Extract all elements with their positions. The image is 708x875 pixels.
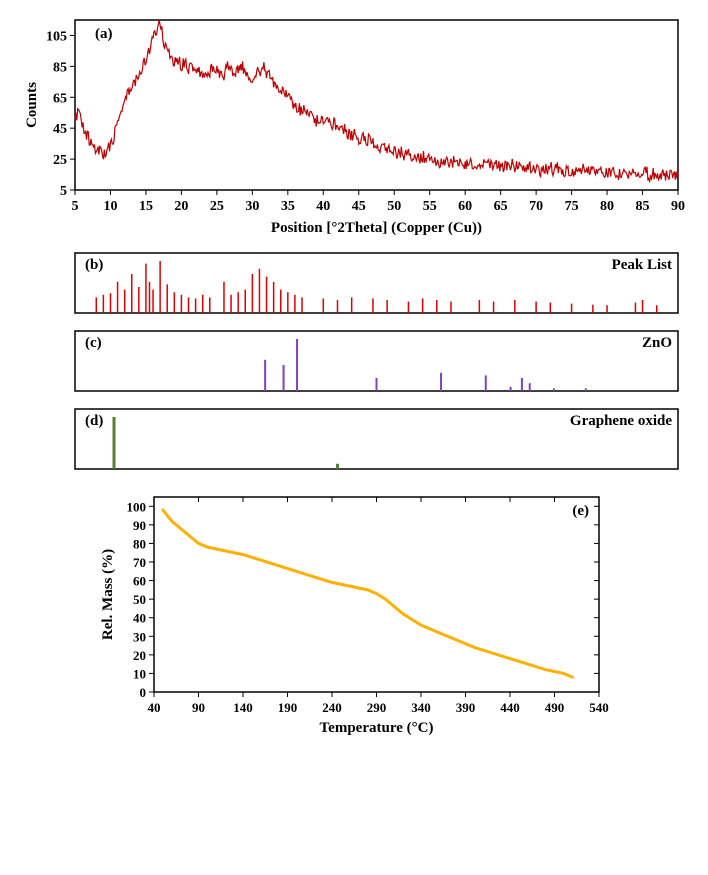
svg-text:15: 15 <box>139 199 153 214</box>
svg-text:90: 90 <box>192 700 205 715</box>
svg-text:30: 30 <box>245 199 259 214</box>
svg-text:(e): (e) <box>572 503 589 519</box>
svg-text:10: 10 <box>133 666 146 681</box>
svg-text:55: 55 <box>423 199 437 214</box>
tga-curve-chart: 40 90 140 190 240 290 340 390 440 490 540 0 10 20 30 40… <box>94 482 614 742</box>
svg-text:Counts: Counts <box>24 82 40 128</box>
svg-text:(c): (c) <box>85 335 102 351</box>
svg-text:(a): (a) <box>95 26 113 42</box>
svg-text:70: 70 <box>133 555 146 570</box>
svg-text:340: 340 <box>411 700 431 715</box>
svg-text:90: 90 <box>133 518 146 533</box>
svg-text:Rel. Mass (%): Rel. Mass (%) <box>100 549 116 640</box>
zno-reference-chart: (c) ZnO <box>20 326 688 396</box>
svg-text:85: 85 <box>636 199 650 214</box>
svg-text:65: 65 <box>494 199 508 214</box>
svg-text:85: 85 <box>53 60 67 75</box>
svg-text:Position [°2Theta] (Copper (Cu: Position [°2Theta] (Copper (Cu)) <box>271 220 482 236</box>
svg-text:190: 190 <box>278 700 298 715</box>
svg-text:5: 5 <box>72 199 79 214</box>
panel-d: (d) Graphene oxide <box>20 404 688 474</box>
svg-text:490: 490 <box>545 700 565 715</box>
graphene-oxide-reference-chart: (d) Graphene oxide <box>20 404 688 474</box>
xrd-spectrum-chart: 5 10 15 20 25 30 35 40 45 50 55 60 65 70 75 80 85 90 5 25 45… <box>20 10 688 240</box>
svg-text:60: 60 <box>458 199 472 214</box>
svg-text:100: 100 <box>127 499 147 514</box>
svg-text:80: 80 <box>133 536 146 551</box>
svg-text:90: 90 <box>671 199 685 214</box>
svg-text:30: 30 <box>133 629 146 644</box>
svg-text:140: 140 <box>233 700 253 715</box>
svg-text:Graphene oxide: Graphene oxide <box>570 413 672 429</box>
svg-text:50: 50 <box>133 592 146 607</box>
svg-text:(b): (b) <box>85 257 103 273</box>
svg-text:540: 540 <box>589 700 609 715</box>
svg-text:40: 40 <box>133 611 146 626</box>
svg-text:20: 20 <box>133 648 146 663</box>
peak-list-chart: (b) Peak List <box>20 248 688 318</box>
svg-text:0: 0 <box>140 685 147 700</box>
svg-text:10: 10 <box>103 199 117 214</box>
panel-e: 40 90 140 190 240 290 340 390 440 490 540 0 10 20 30 40… <box>20 482 688 742</box>
svg-text:20: 20 <box>174 199 188 214</box>
svg-text:Peak List: Peak List <box>612 257 672 273</box>
svg-text:75: 75 <box>565 199 579 214</box>
svg-text:60: 60 <box>133 574 146 589</box>
svg-text:5: 5 <box>60 184 67 199</box>
svg-text:40: 40 <box>316 199 330 214</box>
svg-text:40: 40 <box>148 700 161 715</box>
svg-text:290: 290 <box>367 700 387 715</box>
svg-text:25: 25 <box>210 199 224 214</box>
panel-b: (b) Peak List <box>20 248 688 318</box>
svg-text:(d): (d) <box>85 413 103 429</box>
svg-text:50: 50 <box>387 199 401 214</box>
svg-text:65: 65 <box>53 91 67 106</box>
panel-a: 5 10 15 20 25 30 35 40 45 50 55 60 65 70 75 80 85 90 5 25 45… <box>20 10 688 240</box>
figure-container: 5 10 15 20 25 30 35 40 45 50 55 60 65 70 75 80 85 90 5 25 45… <box>0 0 708 760</box>
svg-text:240: 240 <box>322 700 342 715</box>
svg-text:ZnO: ZnO <box>642 335 672 351</box>
svg-text:45: 45 <box>53 122 67 137</box>
svg-text:80: 80 <box>600 199 614 214</box>
svg-text:440: 440 <box>500 700 520 715</box>
svg-text:390: 390 <box>456 700 476 715</box>
svg-text:70: 70 <box>529 199 543 214</box>
svg-text:105: 105 <box>46 29 67 44</box>
svg-text:35: 35 <box>281 199 295 214</box>
svg-text:25: 25 <box>53 153 67 168</box>
panel-c: (c) ZnO <box>20 326 688 396</box>
svg-text:Temperature (°C): Temperature (°C) <box>320 720 434 736</box>
svg-text:45: 45 <box>352 199 366 214</box>
